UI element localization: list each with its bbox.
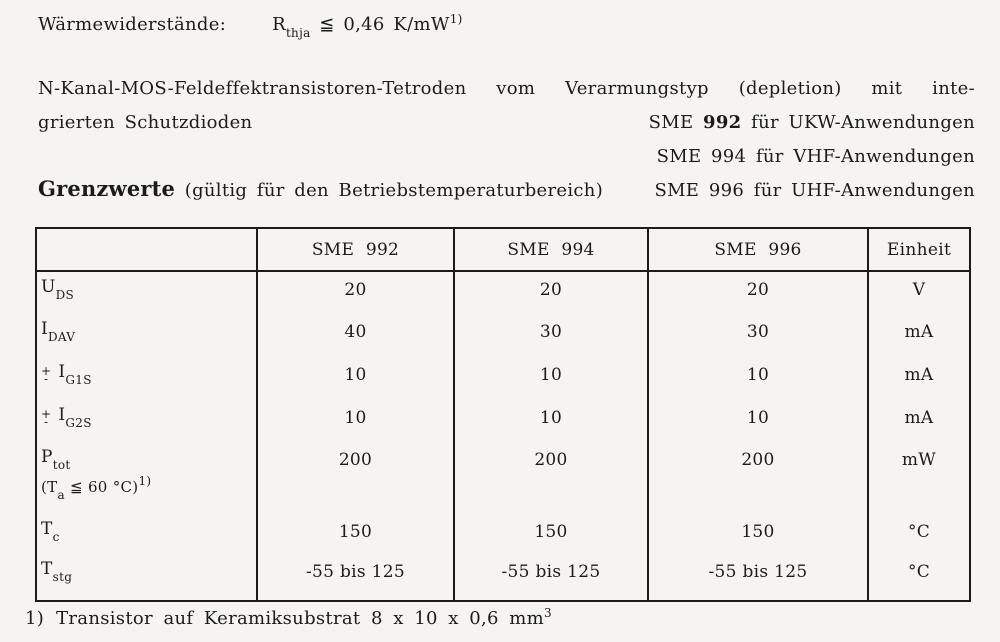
sme-996-number: 996 — [708, 180, 745, 201]
row-label-idav: IDAV — [37, 314, 258, 357]
ptot-symbol-line: Ptot — [41, 446, 256, 473]
value-tstg-sme996: -55 bis 125 — [649, 554, 869, 600]
symbol: I — [58, 405, 66, 425]
description-line-2: grierten Schutzdioden SME 992 für UKW-An… — [38, 112, 975, 133]
sme-992-usage: für UKW-Anwendungen — [751, 112, 975, 133]
formula-value: ≦ 0,46 K/mW — [310, 14, 450, 35]
table-header-einheit: Einheit — [869, 229, 969, 272]
minus-sign: - — [44, 415, 49, 429]
value-idav-sme994: 30 — [455, 314, 649, 357]
formula-footnote-ref: 1) — [449, 12, 463, 26]
unit-ig2s: mA — [904, 408, 934, 428]
row-label-tc: Tc — [37, 514, 258, 554]
row-label-ig1s: + - IG1S — [37, 357, 258, 400]
thermal-label: Wärmewiderstände: — [38, 14, 227, 35]
plus-minus-sign: + - — [41, 407, 52, 429]
sme-994-number: 994 — [711, 146, 747, 167]
value-uds-sme994: 20 — [455, 272, 649, 314]
value-tstg-sme992: -55 bis 125 — [258, 554, 455, 600]
value-uds-sme992: 20 — [258, 272, 455, 314]
value-idav-sme992: 40 — [258, 314, 455, 357]
symbol: I — [41, 319, 49, 339]
symbol-subscript: DAV — [48, 330, 76, 344]
footnote-superscript: 3 — [543, 606, 552, 620]
footnote-1: 1) Transistor auf Keramiksubstrat 8 x 10 … — [25, 606, 552, 629]
rthja-formula: Rthja ≦ 0,46 K/mW1) — [272, 12, 463, 40]
sme-996-usage: für UHF-Anwendungen — [753, 180, 975, 201]
minus-sign: - — [44, 372, 49, 386]
symbol: U — [41, 277, 56, 297]
table-header-sme-992: SME 992 — [258, 229, 455, 272]
sme-996-application: SME 996 für UHF-Anwendungen — [654, 180, 975, 201]
sme-994-usage: für VHF-Anwendungen — [755, 146, 975, 167]
value-tstg-sme994: -55 bis 125 — [455, 554, 649, 600]
sme-996-name: SME — [654, 180, 700, 201]
formula-subscript: thja — [285, 26, 311, 40]
limits-table: SME 992 SME 994 SME 996 Einheit UDS 20 2… — [35, 227, 971, 602]
value-ig1s-sme996: 10 — [649, 357, 869, 400]
plus-minus-sign: + - — [41, 364, 52, 386]
table-header-empty — [37, 229, 258, 272]
value-ig2s-sme996: 10 — [649, 400, 869, 442]
sme-992-application: SME 992 für UKW-Anwendungen — [649, 112, 975, 133]
value-ig1s-sme992: 10 — [258, 357, 455, 400]
symbol: P — [41, 447, 53, 467]
sme-994-name: SME — [656, 146, 702, 167]
footnote-marker: 1) — [25, 608, 45, 629]
description-line-2-text: grierten Schutzdioden — [38, 112, 253, 133]
footnote-text: Transistor auf Keramiksubstrat 8 x 10 x … — [56, 608, 544, 629]
note-footnote-ref: 1) — [138, 474, 152, 489]
symbol: T — [41, 519, 53, 539]
symbol-subscript: c — [52, 530, 60, 544]
note-condition: ≦ 60 °C) — [64, 478, 139, 497]
description-line-1: N-Kanal-MOS-Feldeffektransistoren-Tetrod… — [38, 78, 975, 99]
value-ptot-sme996: 200 — [649, 442, 869, 514]
symbol-subscript: G2S — [65, 416, 92, 430]
ptot-condition-note: (Ta ≦ 60 °C)1) — [41, 473, 256, 503]
unit-uds: V — [912, 280, 926, 300]
symbol-subscript: tot — [52, 458, 71, 472]
unit-idav: mA — [904, 322, 934, 342]
symbol-subscript: stg — [52, 570, 73, 584]
row-label-tstg: Tstg — [37, 554, 258, 600]
limits-heading-bold: Grenzwerte — [38, 176, 176, 201]
value-tc-sme994: 150 — [455, 514, 649, 554]
row-label-uds: UDS — [37, 272, 258, 314]
value-ptot-sme994: 200 — [455, 442, 649, 514]
plus-sign: + — [41, 407, 52, 421]
table-header-sme-994: SME 994 — [455, 229, 649, 272]
sme-992-name: SME — [648, 112, 694, 133]
symbol: I — [58, 362, 66, 382]
value-ig2s-sme992: 10 — [258, 400, 455, 442]
symbol-subscript: DS — [55, 288, 75, 302]
value-idav-sme996: 30 — [649, 314, 869, 357]
formula-symbol: R — [272, 14, 286, 35]
row-label-ptot: Ptot (Ta ≦ 60 °C)1) — [37, 442, 258, 514]
value-ig1s-sme994: 10 — [455, 357, 649, 400]
value-ptot-sme992: 200 — [258, 442, 455, 514]
unit-ig1s: mA — [904, 365, 934, 385]
limits-heading: Grenzwerte (gültig für den Betriebstempe… — [38, 176, 603, 201]
limits-heading-qualifier: (gültig für den Betriebstemperaturbereic… — [184, 180, 604, 201]
value-ig2s-sme994: 10 — [455, 400, 649, 442]
note-subscript: a — [57, 488, 65, 503]
thermal-resistance-line: Wärmewiderstände: Rthja ≦ 0,46 K/mW1) — [38, 12, 463, 40]
unit-ptot: mW — [901, 450, 937, 470]
row-label-ig2s: + - IG2S — [37, 400, 258, 442]
sme-992-number: 992 — [703, 112, 742, 133]
value-tc-sme996: 150 — [649, 514, 869, 554]
symbol-subscript: G1S — [65, 373, 92, 387]
unit-tstg: °C — [907, 562, 931, 582]
value-uds-sme996: 20 — [649, 272, 869, 314]
sme-994-application: SME 994 für VHF-Anwendungen — [657, 146, 975, 167]
symbol: T — [41, 559, 53, 579]
limits-heading-line: Grenzwerte (gültig für den Betriebstempe… — [38, 176, 975, 201]
note-prefix: (T — [41, 478, 58, 497]
table-header-sme-996: SME 996 — [649, 229, 869, 272]
unit-tc: °C — [907, 522, 931, 542]
plus-sign: + — [41, 364, 52, 378]
value-tc-sme992: 150 — [258, 514, 455, 554]
